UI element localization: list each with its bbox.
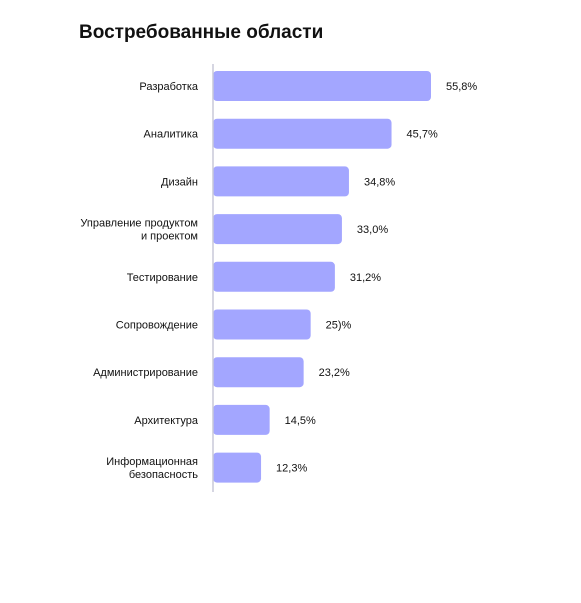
value-label: 55,8% [446, 81, 477, 93]
value-label: 45,7% [407, 129, 438, 141]
value-label: 23,2% [319, 367, 350, 379]
bar [213, 166, 349, 197]
category-label: Архитектура [134, 415, 199, 427]
category-label: Аналитика [144, 129, 199, 141]
category-label: Дизайн [161, 176, 198, 188]
bar [213, 309, 311, 340]
chart-title: Востребованные области [79, 22, 324, 43]
bar [213, 71, 431, 101]
bar [213, 118, 392, 149]
value-label: 14,5% [285, 415, 316, 427]
category-label: Тестирование [127, 272, 198, 284]
bar [213, 214, 342, 245]
bar [213, 261, 335, 292]
category-label: Информационная безопасность [106, 456, 198, 481]
bars-layer: 55,8% Разработка 45,7% Аналитика 34,8% Дизайн… [80, 71, 477, 483]
value-label: 31,2% [350, 272, 381, 284]
value-label: 34,8% [364, 176, 395, 188]
bar [213, 357, 304, 388]
category-label: Управление продуктом и проектом [80, 218, 198, 243]
value-label: 25)% [326, 320, 352, 332]
value-label: 12,3% [276, 463, 307, 475]
bar [213, 452, 262, 483]
value-label: 33,0% [357, 224, 388, 236]
category-label: Сопровождение [116, 320, 198, 332]
category-label: Разработка [139, 81, 199, 93]
category-label: Администрирование [93, 367, 198, 379]
bar [213, 404, 270, 435]
